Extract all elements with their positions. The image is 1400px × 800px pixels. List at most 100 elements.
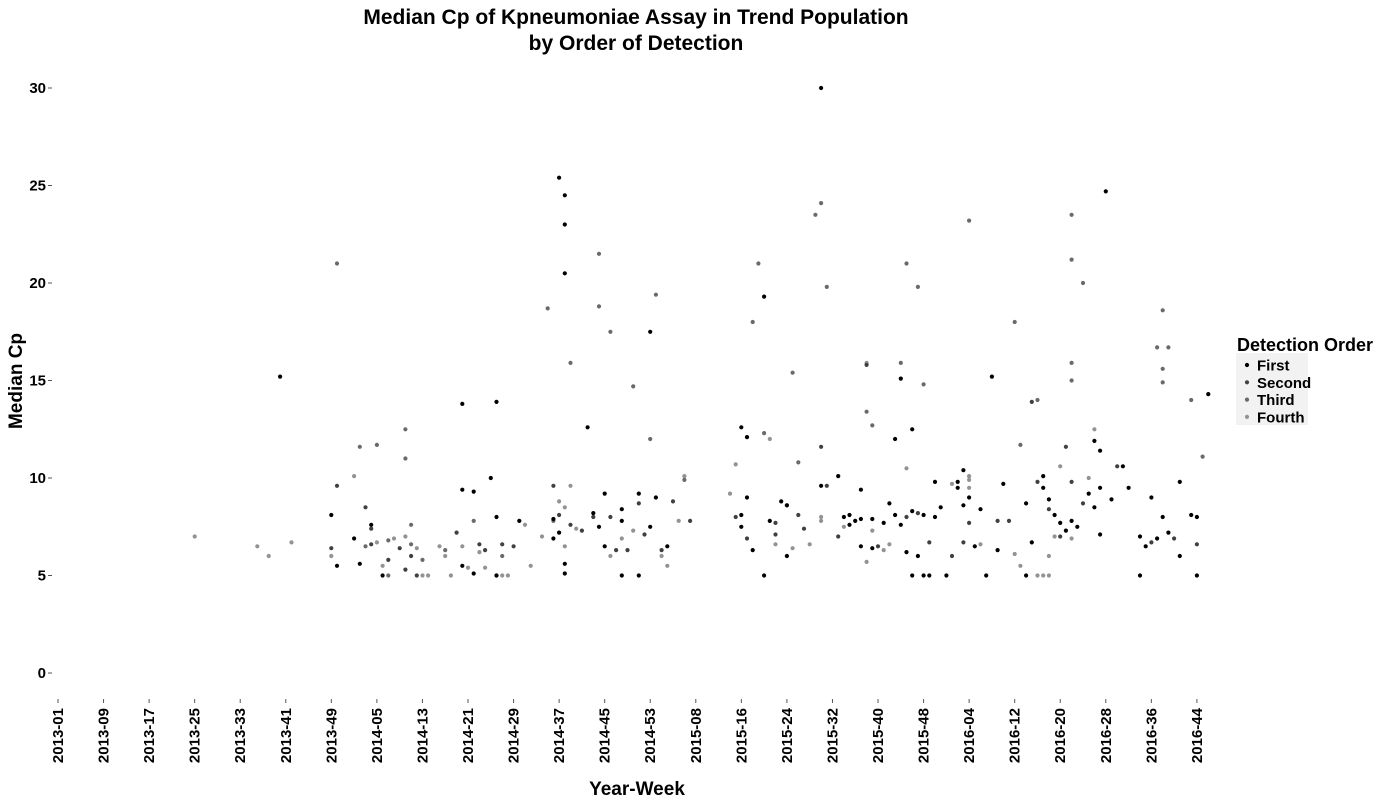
data-point-fourth — [767, 436, 772, 442]
data-point-third — [898, 360, 903, 365]
chart-subtitle: by Order of Detection — [529, 32, 744, 55]
legend-key-first — [1244, 362, 1250, 368]
data-point-fourth — [819, 518, 824, 524]
x-tick-label: 2016-28 — [1098, 708, 1115, 763]
data-point-first — [944, 573, 949, 578]
data-point-first — [619, 507, 624, 512]
data-point-second — [477, 542, 482, 547]
data-point-first — [955, 479, 960, 484]
x-tick-label: 2014-37 — [551, 708, 568, 763]
data-point-first — [858, 544, 864, 549]
data-point-fourth — [967, 485, 972, 490]
data-point-fourth — [192, 534, 197, 539]
data-point-fourth — [460, 544, 465, 549]
legend-key-third — [1244, 397, 1250, 402]
data-point-first — [494, 573, 499, 578]
data-point-second — [369, 526, 374, 531]
data-point-fourth — [665, 563, 670, 568]
data-point-second — [500, 542, 505, 547]
data-point-fourth — [1012, 551, 1017, 557]
data-point-first — [591, 510, 596, 516]
x-tick-label: 2014-21 — [460, 708, 477, 763]
data-point-first — [961, 503, 966, 508]
data-point-first — [653, 495, 659, 500]
data-point-first — [1143, 544, 1148, 549]
data-point-third — [374, 442, 379, 447]
data-point-first — [910, 573, 915, 578]
data-point-fourth — [733, 462, 738, 467]
data-point-first — [551, 516, 556, 522]
data-point-third — [386, 573, 391, 578]
data-point-first — [1029, 540, 1034, 545]
data-point-first — [460, 487, 465, 492]
x-tick-label: 2016-04 — [961, 707, 978, 763]
data-point-first — [978, 507, 983, 512]
data-point-second — [927, 540, 932, 545]
data-point-first — [460, 563, 465, 568]
data-point-first — [648, 524, 653, 529]
x-tick-label: 2015-24 — [779, 707, 796, 763]
data-point-first — [898, 376, 903, 381]
data-point-fourth — [568, 483, 573, 488]
data-point-third — [409, 542, 414, 547]
data-point-second — [1029, 399, 1034, 404]
data-point-first — [562, 571, 567, 576]
legend-key-fourth — [1244, 414, 1250, 419]
data-point-first — [961, 468, 966, 473]
data-point-fourth — [1041, 573, 1046, 578]
data-point-second — [733, 514, 738, 520]
data-point-first — [915, 553, 921, 559]
data-point-first — [1001, 481, 1006, 486]
data-point-fourth — [841, 524, 847, 529]
data-point-third — [1160, 366, 1165, 371]
data-point-second — [801, 526, 807, 531]
data-point-first — [602, 544, 607, 549]
data-point-first — [1069, 518, 1074, 524]
data-point-second — [915, 510, 921, 516]
data-point-first — [750, 548, 755, 553]
data-point-first — [562, 193, 567, 198]
data-point-fourth — [477, 550, 482, 555]
data-point-third — [648, 436, 653, 442]
y-axis-title: Median Cp — [6, 333, 27, 429]
data-point-second — [454, 530, 459, 535]
data-point-fourth — [790, 546, 795, 551]
data-point-first — [460, 401, 465, 406]
data-point-first — [1046, 497, 1051, 502]
data-point-second — [824, 483, 829, 488]
data-point-first — [619, 518, 624, 524]
data-point-first — [1098, 532, 1103, 537]
data-point-fourth — [528, 563, 533, 568]
data-point-first — [938, 505, 943, 510]
data-point-third — [443, 548, 448, 553]
data-point-first — [1086, 491, 1091, 496]
chart-title: Median Cp of Kpneumoniae Assay in Trend … — [363, 6, 908, 29]
data-point-fourth — [967, 474, 972, 479]
data-point-first — [921, 573, 926, 578]
data-point-third — [790, 370, 795, 375]
data-point-third — [403, 427, 408, 432]
x-tick-label: 2013-41 — [278, 708, 295, 763]
data-point-second — [642, 532, 647, 537]
data-point-second — [904, 514, 909, 520]
data-point-second — [836, 534, 841, 539]
data-point-first — [853, 518, 858, 524]
data-point-first — [596, 524, 602, 529]
data-point-first — [847, 512, 852, 518]
data-point-third — [1069, 378, 1074, 383]
legend-label-third: Third — [1257, 392, 1295, 409]
data-point-third — [1035, 397, 1040, 403]
data-point-first — [858, 487, 864, 492]
data-point-third — [756, 261, 761, 266]
data-point-first — [1137, 573, 1143, 578]
data-point-first — [557, 175, 562, 180]
data-point-fourth — [608, 553, 613, 559]
data-point-third — [750, 319, 755, 325]
data-point-third — [1155, 345, 1160, 350]
data-point-first — [1160, 514, 1165, 520]
data-point-first — [1109, 497, 1114, 502]
data-point-second — [949, 553, 955, 559]
data-point-fourth — [255, 544, 260, 549]
data-point-fourth — [391, 536, 397, 541]
